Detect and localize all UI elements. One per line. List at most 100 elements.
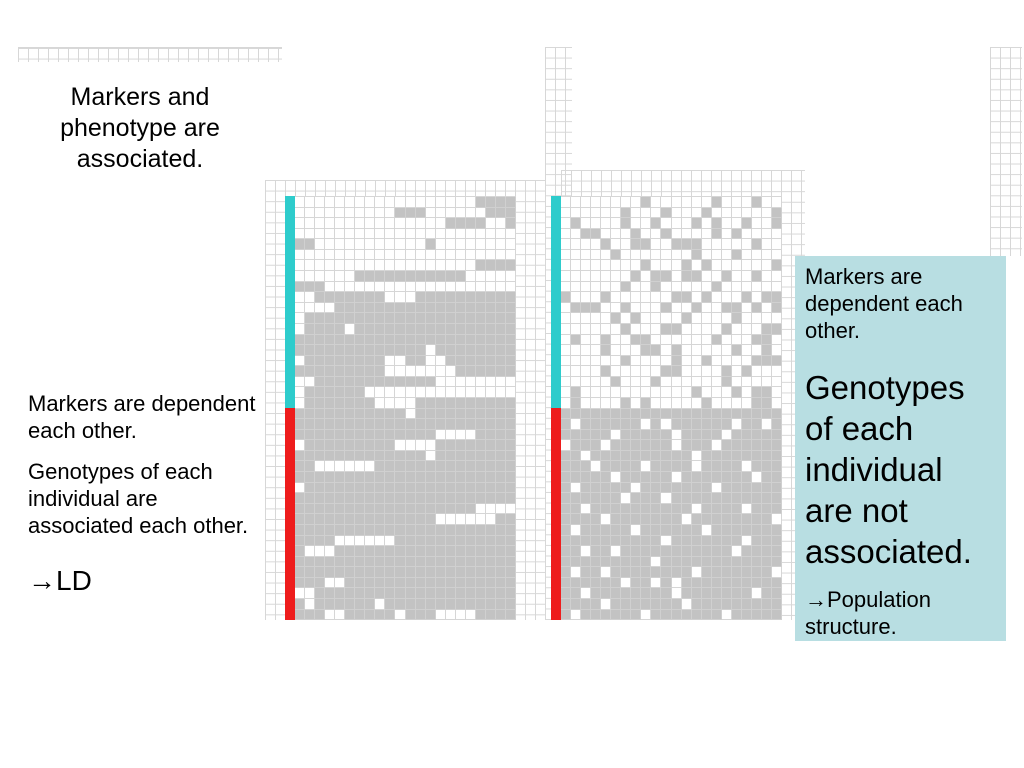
genotype-cell-empty xyxy=(731,239,742,250)
genotype-cell-filled xyxy=(611,419,622,430)
genotype-cell-filled xyxy=(405,472,416,483)
genotype-cell-empty xyxy=(385,207,396,219)
genotype-cell-filled xyxy=(425,472,436,483)
genotype-cell-filled xyxy=(455,493,466,504)
genotype-row xyxy=(295,408,517,420)
genotype-cell-empty xyxy=(455,207,466,219)
genotype-cell-empty xyxy=(721,260,732,272)
genotype-cell-filled xyxy=(365,577,376,589)
genotype-cell-filled xyxy=(581,556,592,568)
genotype-cell-filled xyxy=(741,556,752,568)
genotype-row xyxy=(295,440,517,451)
genotype-cell-empty xyxy=(325,271,336,282)
genotype-cell-empty xyxy=(465,207,476,219)
genotype-cell-empty xyxy=(631,281,642,293)
genotype-cell-filled xyxy=(415,535,426,547)
genotype-cell-filled xyxy=(455,450,466,462)
genotype-cell-empty xyxy=(631,323,642,335)
genotype-cell-filled xyxy=(425,482,436,494)
genotype-cell-filled xyxy=(335,546,346,557)
genotype-cell-filled xyxy=(505,524,517,536)
genotype-cell-filled xyxy=(505,197,517,208)
genotype-cell-empty xyxy=(495,281,506,293)
genotype-cell-filled xyxy=(325,408,336,420)
genotype-cell-empty xyxy=(621,345,632,356)
genotype-cell-filled xyxy=(405,609,416,621)
genotype-cell-filled xyxy=(641,567,652,578)
genotype-cell-empty xyxy=(335,260,346,272)
box-line: Markers are xyxy=(805,264,923,289)
genotype-cell-filled xyxy=(711,461,722,473)
genotype-cell-empty xyxy=(561,323,572,335)
genotype-cell-filled xyxy=(621,609,632,621)
genotype-row xyxy=(561,598,783,610)
genotype-cell-filled xyxy=(485,345,496,356)
genotype-cell-filled xyxy=(375,472,386,483)
genotype-cell-filled xyxy=(751,355,762,367)
genotype-row xyxy=(295,493,517,504)
genotype-cell-empty xyxy=(691,450,702,462)
genotype-cell-empty xyxy=(641,313,652,324)
genotype-cell-filled xyxy=(495,588,506,599)
genotype-cell-filled xyxy=(345,524,356,536)
genotype-cell-empty xyxy=(325,239,336,250)
genotype-cell-filled xyxy=(315,281,326,293)
genotype-cell-filled xyxy=(375,556,386,568)
genotype-cell-filled xyxy=(365,450,376,462)
genotype-cell-filled xyxy=(661,524,672,536)
genotype-row xyxy=(295,292,517,303)
genotype-cell-filled xyxy=(691,218,702,229)
genotype-cell-filled xyxy=(661,228,672,240)
genotype-row xyxy=(295,281,517,293)
genotype-cell-empty xyxy=(611,260,622,272)
genotype-cell-filled xyxy=(631,514,642,525)
genotype-cell-filled xyxy=(571,598,582,610)
genotype-cell-empty xyxy=(485,387,496,398)
genotype-cell-empty xyxy=(631,302,642,314)
genotype-cell-empty xyxy=(375,281,386,293)
genotype-cell-filled xyxy=(395,472,406,483)
genotype-cell-filled xyxy=(671,408,682,420)
genotype-cell-empty xyxy=(701,387,712,398)
genotype-cell-filled xyxy=(455,577,466,589)
genotype-cell-empty xyxy=(631,197,642,208)
genotype-cell-filled xyxy=(611,535,622,547)
genotype-cell-empty xyxy=(661,249,672,261)
genotype-grid xyxy=(295,196,517,621)
genotype-cell-filled xyxy=(355,313,366,324)
genotype-cell-empty xyxy=(295,249,306,261)
genotype-cell-filled xyxy=(425,397,436,409)
genotype-cell-empty xyxy=(385,239,396,250)
genotype-row xyxy=(561,323,783,335)
genotype-cell-empty xyxy=(591,239,602,250)
genotype-cell-filled xyxy=(395,482,406,494)
genotype-row xyxy=(295,323,517,335)
genotype-cell-filled xyxy=(325,472,336,483)
genotype-cell-empty xyxy=(305,218,316,229)
genotype-cell-empty xyxy=(315,461,326,473)
genotype-cell-filled xyxy=(395,556,406,568)
genotype-cell-empty xyxy=(425,281,436,293)
genotype-cell-filled xyxy=(295,535,306,547)
genotype-cell-empty xyxy=(571,228,582,240)
genotype-cell-empty xyxy=(315,249,326,261)
genotype-cell-empty xyxy=(325,577,336,589)
genotype-cell-filled xyxy=(621,429,632,441)
genotype-cell-empty xyxy=(315,228,326,240)
genotype-cell-empty xyxy=(621,313,632,324)
genotype-cell-filled xyxy=(591,598,602,610)
genotype-cell-empty xyxy=(485,281,496,293)
genotype-cell-empty xyxy=(611,397,622,409)
genotype-cell-filled xyxy=(485,260,496,272)
genotype-cell-filled xyxy=(355,323,366,335)
genotype-cell-filled xyxy=(651,408,662,420)
genotype-cell-filled xyxy=(355,609,366,621)
genotype-cell-filled xyxy=(721,302,732,314)
genotype-cell-empty xyxy=(505,387,517,398)
genotype-cell-filled xyxy=(305,387,316,398)
group-bar-segment xyxy=(551,408,561,620)
genotype-cell-empty xyxy=(505,228,517,240)
genotype-cell-filled xyxy=(395,302,406,314)
genotype-cell-filled xyxy=(415,598,426,610)
genotype-cell-empty xyxy=(571,271,582,282)
